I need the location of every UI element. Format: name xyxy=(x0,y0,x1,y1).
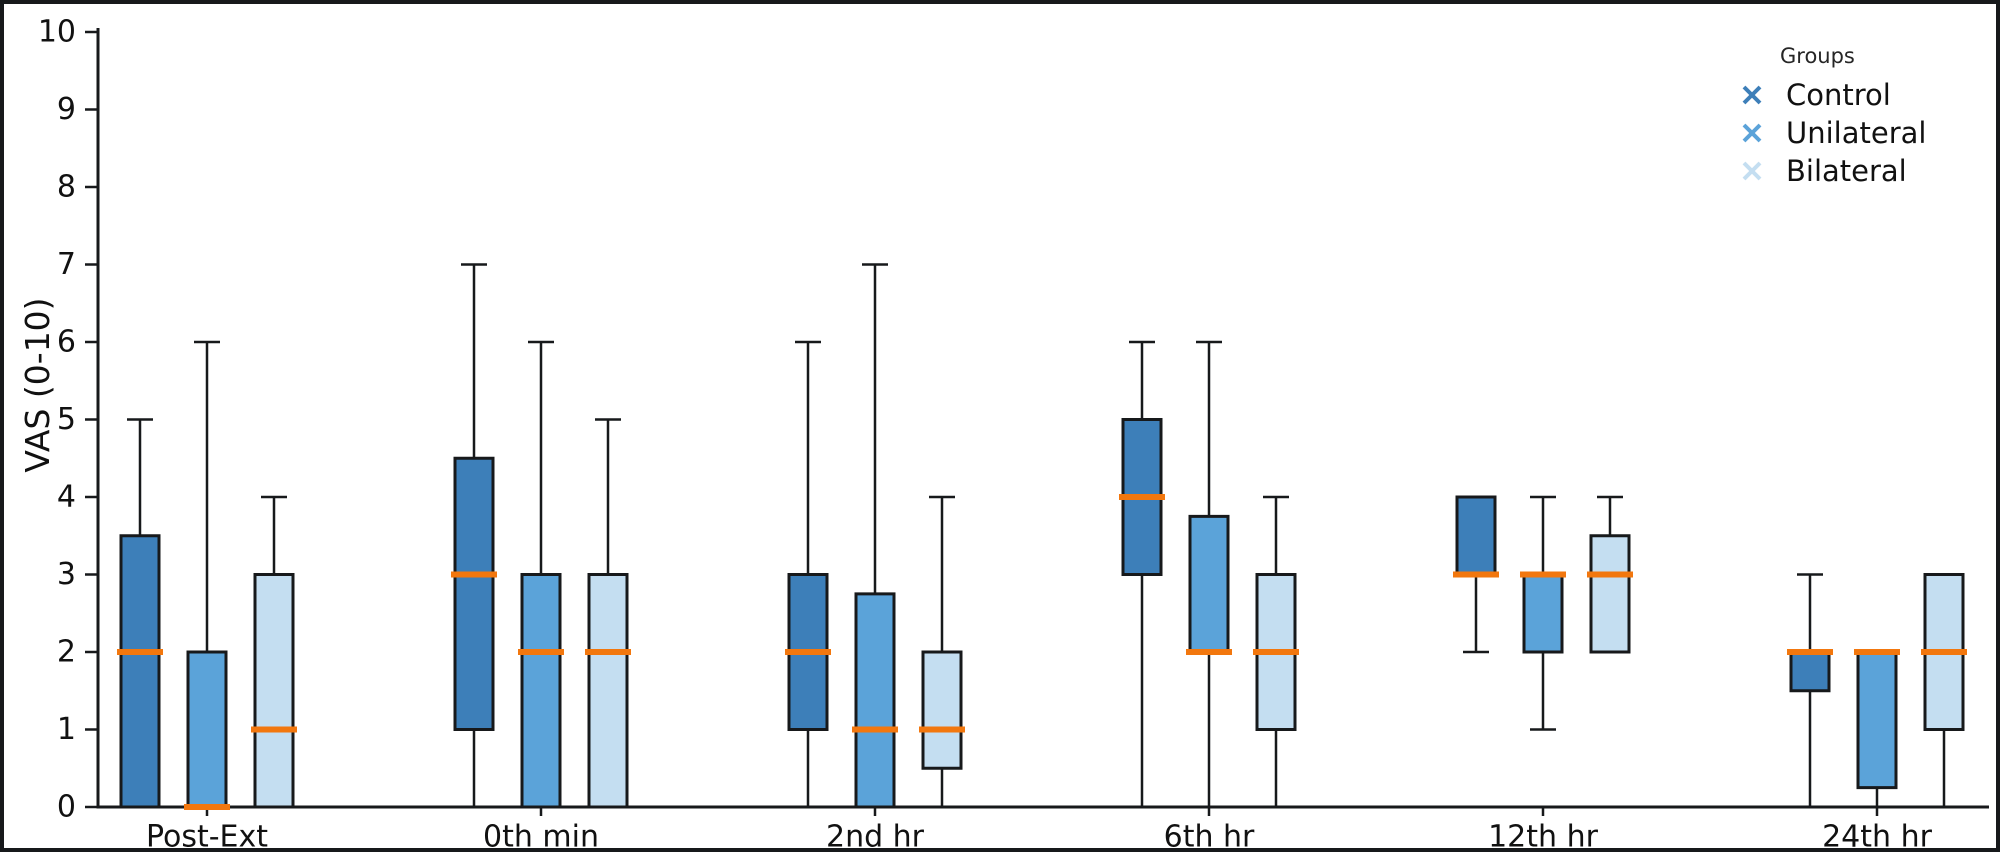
legend-title: Groups xyxy=(1780,44,1855,68)
legend-item-control: Control xyxy=(1722,76,1972,114)
median-line xyxy=(117,649,163,655)
median-line xyxy=(251,726,297,733)
x-marker-icon xyxy=(1742,85,1762,105)
box-control-1 xyxy=(453,456,495,731)
x-tick-label: 6th hr xyxy=(1164,820,1255,852)
box-unilateral-3 xyxy=(1188,514,1230,654)
y-tick-label: 9 xyxy=(57,92,76,127)
x-marker-icon xyxy=(1742,123,1762,143)
box-unilateral-0 xyxy=(186,650,228,809)
median-line xyxy=(1854,649,1900,655)
y-tick-label: 2 xyxy=(57,635,76,670)
box-control-5 xyxy=(1789,650,1831,693)
box-control-0 xyxy=(119,534,161,809)
box-unilateral-2 xyxy=(854,592,896,809)
x-tick-label: 2nd hr xyxy=(826,820,925,852)
y-tick-label: 4 xyxy=(57,480,76,515)
median-line xyxy=(518,649,564,655)
median-line xyxy=(1119,494,1165,500)
median-line xyxy=(1253,649,1299,655)
median-line xyxy=(852,726,898,733)
legend-items: Control Unilateral Bilateral xyxy=(1722,76,1972,190)
median-line xyxy=(1186,649,1232,655)
box-bilateral-0 xyxy=(253,573,295,809)
box-unilateral-5 xyxy=(1856,650,1898,790)
legend-label: Control xyxy=(1786,78,1891,112)
x-tick-label: 24th hr xyxy=(1822,820,1933,852)
median-line xyxy=(1787,649,1833,655)
box-unilateral-4 xyxy=(1522,573,1564,654)
x-tick-label: Post-Ext xyxy=(146,820,268,852)
plot-area: 0 1 2 3 4 5 6 7 8 9 10 Post-Ext 0th min 2nd hr 6th hr 1… xyxy=(38,15,1989,852)
median-line xyxy=(585,649,631,655)
median-line xyxy=(1520,571,1566,578)
x-marker-icon xyxy=(1742,161,1762,181)
y-tick-label: 5 xyxy=(57,402,76,437)
median-line xyxy=(785,649,831,655)
x-tick-label: 12th hr xyxy=(1488,820,1599,852)
box-unilateral-1 xyxy=(520,573,562,809)
median-line xyxy=(184,804,230,810)
legend-item-bilateral: Bilateral xyxy=(1722,152,1972,190)
y-tick-label: 3 xyxy=(57,557,76,592)
y-tick-label: 8 xyxy=(57,170,76,205)
y-tick-label: 0 xyxy=(57,790,76,825)
y-tick-label: 7 xyxy=(57,247,76,282)
y-tick-label: 6 xyxy=(57,325,76,360)
legend: Groups Control Unilateral Bilateral xyxy=(1722,44,1972,190)
legend-item-unilateral: Unilateral xyxy=(1722,114,1972,152)
y-tick-label: 10 xyxy=(38,15,76,50)
median-line xyxy=(1587,571,1633,578)
median-line xyxy=(919,726,965,733)
box-bilateral-1 xyxy=(587,573,629,809)
box-control-4 xyxy=(1455,495,1497,576)
legend-label: Unilateral xyxy=(1786,116,1927,150)
box-bilateral-4 xyxy=(1589,534,1631,654)
median-line xyxy=(1921,649,1967,655)
median-line xyxy=(1453,571,1499,578)
box-bilateral-2 xyxy=(921,650,963,770)
legend-label: Bilateral xyxy=(1786,154,1907,188)
median-line xyxy=(451,571,497,578)
y-tick-label: 1 xyxy=(57,712,76,747)
x-tick-label: 0th min xyxy=(483,820,599,852)
